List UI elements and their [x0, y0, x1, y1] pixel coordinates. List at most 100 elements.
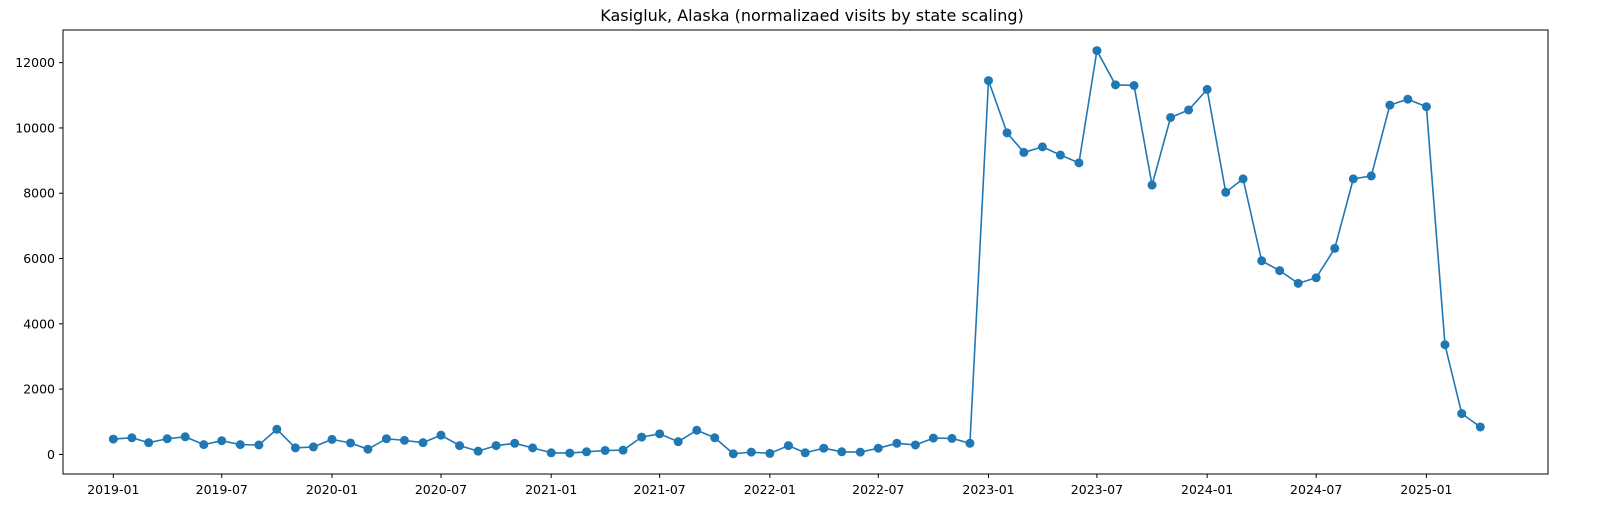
data-point	[1238, 174, 1248, 184]
x-tick-label: 2021-01	[525, 482, 577, 497]
data-point	[1348, 174, 1358, 184]
x-tick-label: 2022-07	[852, 482, 904, 497]
data-point	[399, 435, 409, 445]
data-point	[1202, 84, 1212, 94]
x-tick-label: 2023-07	[1071, 482, 1123, 497]
data-point	[1111, 80, 1120, 90]
y-axis: 0 2000 4000 6000 8000 10000 12000	[15, 55, 63, 462]
y-tick-label: 8000	[23, 186, 55, 201]
data-point	[272, 424, 282, 434]
x-tick-label: 2024-07	[1290, 482, 1342, 497]
data-point	[984, 76, 993, 86]
data-point	[655, 429, 665, 439]
data-point	[1385, 100, 1395, 110]
data-point	[235, 440, 245, 450]
x-tick-label: 2020-07	[415, 482, 467, 497]
plot-frame	[62, 29, 1549, 475]
chart-title: Kasigluk, Alaska (normalizaed visits by …	[600, 6, 1024, 25]
data-point	[710, 433, 720, 443]
data-point	[637, 432, 647, 442]
data-point	[290, 443, 300, 453]
data-point	[1257, 256, 1267, 266]
y-tick-label: 6000	[23, 251, 55, 266]
data-point	[491, 441, 501, 451]
data-point	[455, 441, 465, 451]
data-point	[346, 438, 356, 448]
data-point	[837, 447, 847, 457]
data-point	[473, 446, 483, 456]
y-tick-label: 4000	[23, 316, 55, 331]
x-tick-label: 2024-01	[1181, 482, 1233, 497]
data-point	[528, 443, 538, 453]
x-tick-label: 2019-07	[196, 482, 248, 497]
data-point	[546, 448, 556, 458]
data-point	[1311, 273, 1321, 283]
data-point	[692, 425, 702, 435]
data-point	[910, 440, 920, 450]
data-point	[1092, 46, 1102, 56]
data-point	[1457, 409, 1467, 419]
data-point	[855, 447, 865, 457]
data-point	[1074, 158, 1084, 168]
data-point	[217, 436, 227, 446]
data-point	[1129, 81, 1139, 90]
data-point	[1403, 94, 1413, 104]
data-point	[965, 438, 975, 448]
data-point	[928, 433, 938, 443]
x-tick-label: 2020-01	[306, 482, 358, 497]
data-point	[1421, 102, 1431, 112]
series-layer	[108, 46, 1485, 459]
data-point	[1147, 180, 1157, 190]
data-point	[873, 443, 883, 453]
data-point	[363, 444, 373, 454]
data-point	[582, 447, 592, 457]
data-point	[1019, 147, 1029, 157]
data-point	[892, 438, 902, 448]
data-point	[1055, 150, 1065, 160]
data-point	[108, 434, 118, 444]
data-point	[600, 445, 610, 455]
data-point	[308, 442, 318, 452]
data-point	[1275, 266, 1285, 276]
data-point	[180, 432, 190, 442]
data-point	[254, 440, 264, 450]
x-tick-label: 2023-01	[962, 482, 1014, 497]
data-point	[199, 440, 209, 450]
data-point	[1330, 243, 1340, 253]
data-point	[746, 447, 756, 457]
data-point	[436, 430, 446, 440]
data-point	[1293, 278, 1303, 288]
data-point	[673, 437, 683, 447]
data-point	[1002, 128, 1012, 138]
data-point	[1166, 112, 1176, 122]
y-tick-label: 0	[47, 447, 55, 462]
data-point	[947, 433, 957, 443]
data-point	[418, 438, 428, 448]
data-point	[618, 445, 628, 455]
data-point	[1440, 340, 1450, 350]
data-point	[1475, 422, 1485, 432]
x-tick-label: 2025-01	[1400, 482, 1452, 497]
data-point	[327, 434, 337, 444]
plot-area	[62, 29, 1549, 475]
x-tick-label: 2022-01	[744, 482, 796, 497]
x-axis: 2019-01 2019-07 2020-01 2020-07 2021-01 2021-…	[87, 474, 1453, 497]
y-tick-label: 10000	[15, 120, 55, 135]
x-tick-label: 2019-01	[87, 482, 139, 497]
data-point	[1184, 105, 1194, 115]
data-point	[1037, 142, 1047, 152]
data-point	[800, 448, 810, 458]
data-point	[510, 438, 520, 448]
data-point	[728, 449, 738, 459]
y-tick-label: 2000	[23, 382, 55, 397]
data-point	[565, 448, 575, 458]
data-point	[127, 433, 137, 443]
data-point	[1366, 171, 1376, 181]
data-point	[765, 448, 775, 458]
data-point	[162, 434, 172, 444]
series-line	[113, 49, 1481, 455]
data-point	[819, 443, 829, 453]
data-point	[144, 438, 154, 448]
data-point	[1221, 187, 1231, 197]
